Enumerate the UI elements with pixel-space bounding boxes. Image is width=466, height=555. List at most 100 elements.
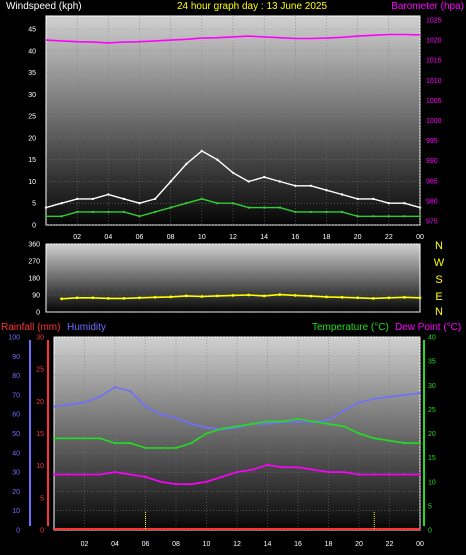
windspeed-series-point bbox=[278, 180, 281, 183]
wind-y-tick: 25 bbox=[28, 114, 36, 121]
humidity-series-point bbox=[403, 393, 406, 396]
windspeed-series-point bbox=[372, 197, 375, 201]
temperature-series-point bbox=[144, 446, 147, 450]
rain-y-tick: 0 bbox=[40, 528, 44, 535]
humidity-y-tick: 80 bbox=[12, 373, 20, 380]
temperature-axis-label: Temperature (°C) bbox=[312, 322, 389, 333]
wind-x-tick: 10 bbox=[198, 234, 206, 241]
windspeed-series-point bbox=[231, 171, 235, 174]
wind-average-series-point bbox=[309, 210, 313, 214]
dewpoint-series-point bbox=[327, 471, 330, 474]
wind-x-tick: 22 bbox=[385, 234, 393, 241]
wind-direction-point bbox=[138, 296, 141, 300]
wind-x-tick: 06 bbox=[136, 234, 144, 241]
windspeed-series-point bbox=[107, 193, 110, 196]
wind-average-series-point bbox=[216, 202, 219, 205]
wind-dir-letter-e: E bbox=[435, 291, 442, 303]
dewpoint-axis-label: Dew Point (°C) bbox=[395, 322, 461, 333]
rainfall-axis-label: Rainfall (mm) bbox=[1, 322, 60, 333]
humidity-series-point bbox=[205, 426, 208, 429]
humidity-series-point bbox=[52, 405, 56, 408]
wind-dir-letter-w: W bbox=[434, 257, 445, 269]
dewpoint-series-point bbox=[418, 473, 422, 476]
humidity-series-point bbox=[144, 405, 147, 408]
winddir-y-tick: 180 bbox=[28, 276, 40, 283]
temp-x-tick: 04 bbox=[111, 541, 119, 548]
humidity-axis-label: Humidity bbox=[67, 322, 106, 333]
temperature-series-point bbox=[235, 425, 239, 428]
dewpoint-series-point bbox=[235, 471, 239, 474]
temp-y-tick: 30 bbox=[428, 383, 436, 390]
wind-direction-point bbox=[340, 295, 344, 299]
dewpoint-series-point bbox=[373, 473, 376, 476]
temperature-series-point bbox=[388, 439, 391, 442]
humidity-y-tick: 30 bbox=[12, 470, 20, 477]
temperature-series-point bbox=[83, 437, 86, 440]
wind-direction-point bbox=[169, 295, 173, 299]
rain-y-tick: 30 bbox=[36, 335, 44, 342]
humidity-series-point bbox=[388, 395, 391, 398]
wind-direction-point bbox=[91, 296, 95, 300]
wind-average-series-point bbox=[247, 206, 250, 209]
wind-x-tick: 12 bbox=[229, 234, 237, 241]
humidity-series-point bbox=[296, 420, 300, 423]
windspeed-series-point bbox=[356, 197, 359, 201]
baro-y-tick: 990 bbox=[426, 158, 438, 165]
wind-average-series-point bbox=[76, 210, 79, 214]
windspeed-series-point bbox=[138, 202, 141, 205]
humidity-y-tick: 50 bbox=[12, 431, 20, 438]
temp-x-tick: 00 bbox=[416, 541, 424, 548]
wind-average-series-point bbox=[356, 215, 359, 218]
windspeed-series-point bbox=[200, 149, 203, 153]
temperature-series-point bbox=[373, 437, 376, 440]
rain-y-tick: 20 bbox=[36, 399, 44, 406]
wind-x-tick: 00 bbox=[416, 234, 424, 241]
wind-direction-point bbox=[106, 297, 110, 300]
temp-x-tick: 20 bbox=[355, 541, 363, 548]
baro-y-tick: 1005 bbox=[426, 98, 442, 105]
humidity-y-tick: 70 bbox=[12, 392, 20, 399]
dewpoint-series-point bbox=[403, 473, 406, 476]
temperature-series-point bbox=[281, 420, 284, 423]
wind-direction-point bbox=[122, 297, 126, 300]
dewpoint-series-point bbox=[388, 473, 391, 476]
baro-y-tick: 1020 bbox=[426, 38, 442, 45]
wind-average-series-point bbox=[60, 215, 63, 218]
humidity-series-point bbox=[327, 418, 330, 422]
windspeed-series-point bbox=[60, 202, 63, 205]
wind-direction-point bbox=[216, 294, 219, 298]
rain-y-tick: 10 bbox=[36, 463, 44, 470]
dewpoint-series-point bbox=[113, 471, 117, 474]
wind-dir-letter-s: S bbox=[435, 274, 442, 286]
windspeed-series-point bbox=[263, 175, 266, 179]
dewpoint-series-point bbox=[98, 473, 101, 476]
humidity-series-point bbox=[98, 395, 101, 398]
humidity-series-point bbox=[113, 386, 117, 389]
baro-y-tick: 1015 bbox=[426, 58, 442, 65]
dewpoint-series-point bbox=[266, 463, 269, 466]
wind-average-series-point bbox=[263, 206, 266, 209]
wind-x-tick: 04 bbox=[104, 234, 112, 241]
humidity-series-point bbox=[418, 391, 422, 395]
windspeed-series-point bbox=[169, 180, 172, 183]
temp-x-tick: 22 bbox=[386, 541, 394, 548]
wind-direction-point bbox=[60, 297, 63, 301]
baro-y-tick: 975 bbox=[426, 218, 438, 225]
wind-average-series-point bbox=[107, 210, 110, 214]
dewpoint-series-point bbox=[220, 475, 223, 478]
dewpoint-series-point bbox=[296, 466, 300, 469]
rain-y-tick: 25 bbox=[36, 367, 44, 374]
dewpoint-series-point bbox=[281, 466, 284, 469]
wind-dir-letter-n-bottom: N bbox=[435, 306, 443, 318]
temperature-series-point bbox=[68, 437, 71, 440]
dewpoint-series-point bbox=[68, 473, 71, 476]
wind-average-series-point bbox=[122, 210, 126, 214]
temp-x-tick: 14 bbox=[264, 541, 272, 548]
humidity-series-point bbox=[342, 409, 345, 412]
wind-average-series-point bbox=[387, 215, 390, 218]
baro-y-tick: 985 bbox=[426, 178, 438, 185]
wind-y-tick: 10 bbox=[28, 179, 36, 186]
wind-direction-point bbox=[387, 296, 391, 300]
temperature-series-point bbox=[190, 442, 193, 445]
